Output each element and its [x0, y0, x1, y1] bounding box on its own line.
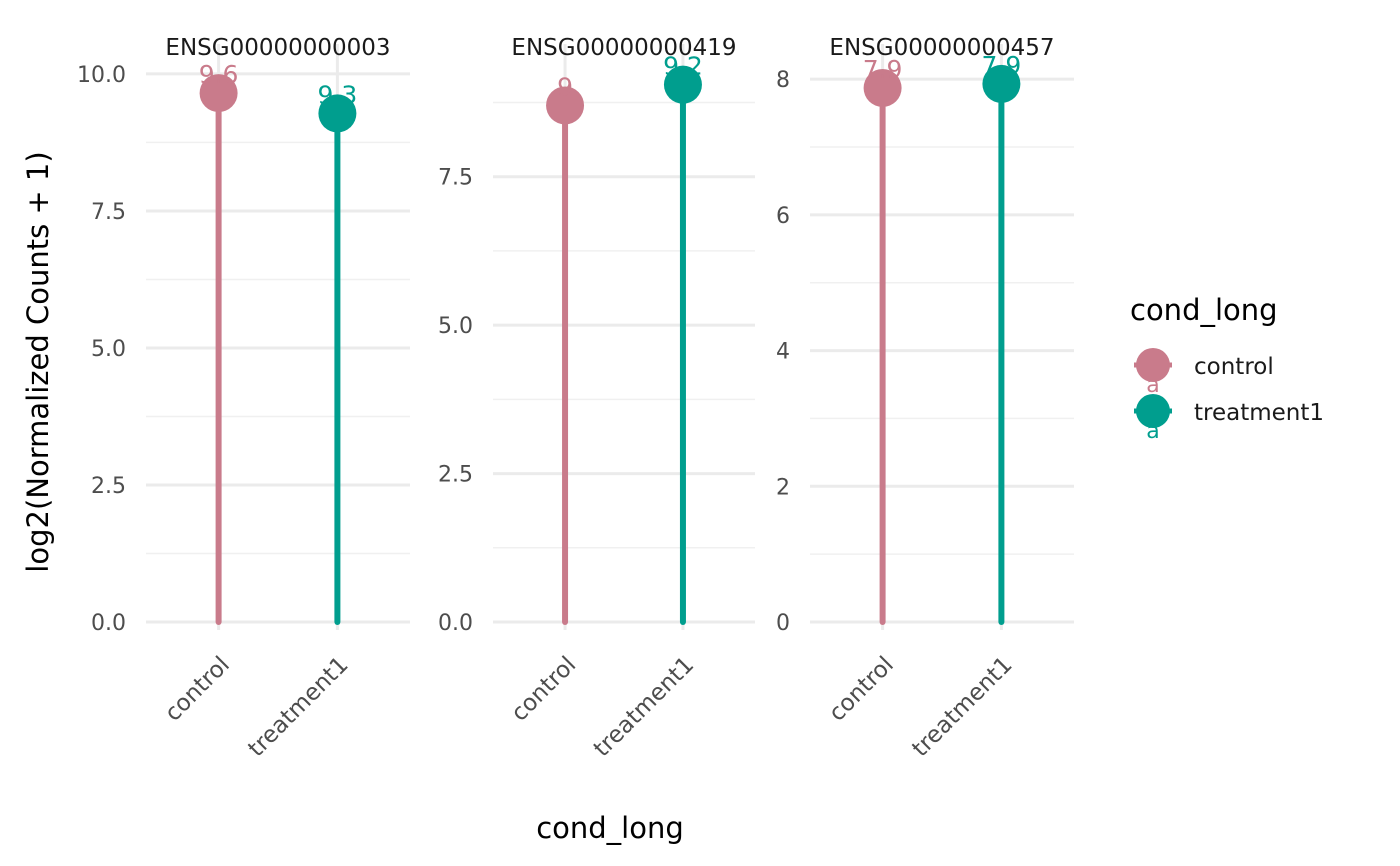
y-tick-label: 0.0 — [91, 611, 126, 636]
legend-item-treatment1: a treatment1 — [1134, 394, 1324, 444]
legend-key-text-glyph: a — [1146, 419, 1159, 444]
legend-label: control — [1194, 354, 1274, 380]
y-tick-label: 10.0 — [77, 63, 126, 88]
x-tick-label: treatment1 — [243, 652, 353, 762]
lollipop-point — [199, 74, 238, 113]
data-label: 9 — [557, 72, 573, 101]
x-axis-title: cond_long — [536, 811, 684, 845]
lollipop-point — [863, 68, 902, 107]
y-tick-label: 5.0 — [91, 337, 126, 362]
x-tick-label: control — [160, 652, 235, 727]
data-label: 9.2 — [663, 52, 703, 81]
y-axis-title: log2(Normalized Counts + 1) — [21, 151, 55, 572]
facet-title: ENSG00000000457 — [829, 35, 1054, 61]
y-tick-label: 6 — [776, 204, 790, 229]
legend-key-text-glyph: a — [1146, 373, 1159, 398]
data-label: 9.3 — [318, 80, 358, 109]
lollipop-point — [546, 86, 585, 125]
y-tick-label: 2 — [776, 475, 790, 500]
legend-title: cond_long — [1130, 293, 1278, 327]
x-tick-label: control — [507, 652, 582, 727]
y-tick-label: 2.5 — [91, 474, 126, 499]
y-tick-label: 7.5 — [438, 166, 473, 191]
y-tick-label: 7.5 — [91, 200, 126, 225]
lollipop-point — [318, 94, 357, 133]
legend-key-point — [1136, 348, 1170, 382]
data-label: 9.6 — [199, 60, 239, 89]
legend-key-point — [1136, 394, 1170, 428]
y-tick-label: 4 — [776, 340, 790, 365]
legend: cond_long a control a treatment1 — [1130, 293, 1324, 444]
x-tick-label: control — [824, 652, 899, 727]
lollipop-point — [982, 64, 1021, 103]
facet-title: ENSG00000000419 — [511, 35, 736, 61]
y-tick-label: 0 — [776, 611, 790, 636]
data-label: 7.9 — [982, 51, 1022, 80]
facet-title: ENSG00000000003 — [165, 35, 390, 61]
y-tick-label: 8 — [776, 68, 790, 93]
y-tick-label: 2.5 — [438, 463, 473, 488]
lollipop-point — [663, 65, 702, 104]
x-tick-label: treatment1 — [907, 652, 1017, 762]
y-tick-label: 5.0 — [438, 314, 473, 339]
legend-item-control: a control — [1134, 348, 1274, 398]
facet-panel: 0.0 2.5 5.0 7.5 ENSG00000000419 9 control 9.2 tr… — [438, 35, 755, 762]
x-tick-label: treatment1 — [589, 652, 699, 762]
legend-label: treatment1 — [1194, 400, 1324, 426]
data-label: 7.9 — [863, 55, 903, 84]
y-tick-label: 0.0 — [438, 611, 473, 636]
